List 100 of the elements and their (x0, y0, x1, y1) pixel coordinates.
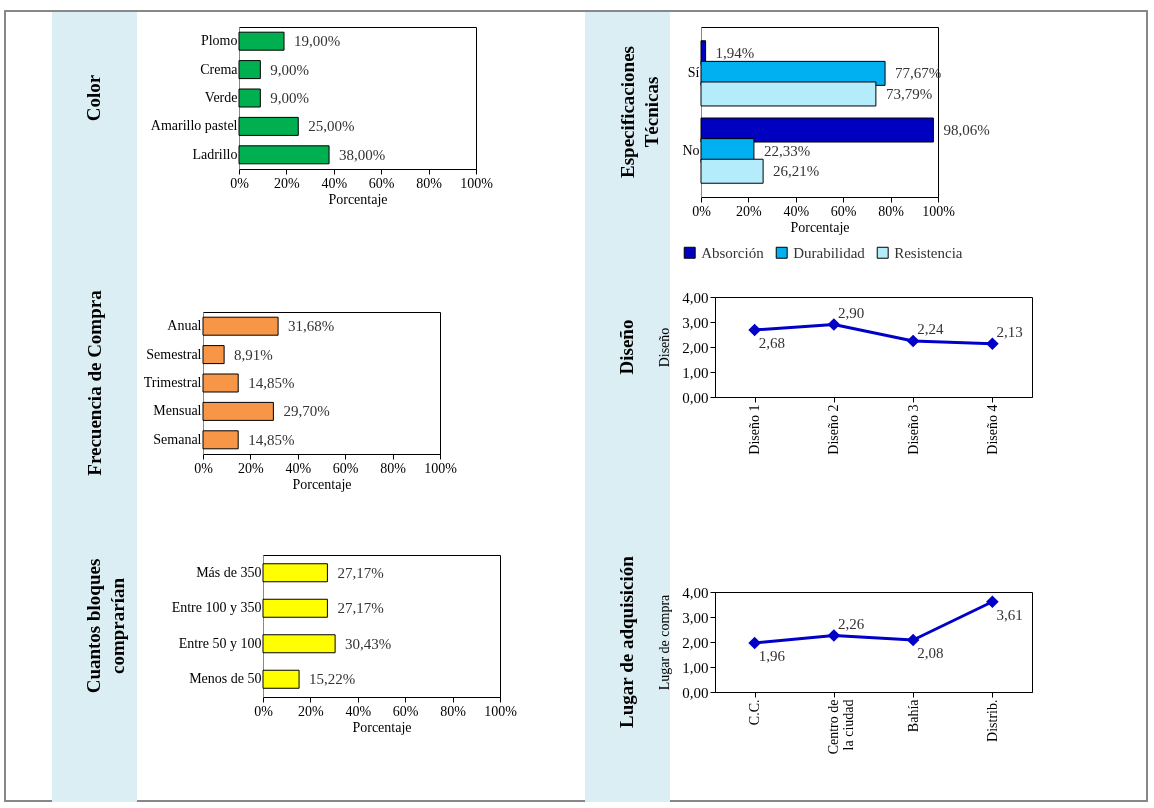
data-label: 31,68% (288, 318, 335, 335)
bar (202, 401, 274, 421)
y-tick-label: 1,00 (682, 364, 709, 381)
y-tick-label: Amarillo pastel (150, 118, 238, 134)
x-tick-label: Diseño 4 (984, 404, 1000, 455)
legend-label: Absorción (701, 244, 765, 261)
data-label: 14,85% (248, 431, 295, 448)
point (748, 323, 761, 337)
bar (262, 634, 336, 654)
x-tick-label: 80% (440, 703, 467, 719)
x-axis-title: Porcentaje (328, 191, 388, 207)
text: Frecuencia de Compra (84, 289, 105, 476)
y-tick-label: 1,00 (682, 659, 709, 676)
y-tick-label: 0,00 (682, 389, 709, 406)
y-tick-label: 3,00 (682, 609, 709, 626)
bar (262, 563, 328, 583)
y-tick-label: Mensual (153, 403, 202, 419)
y-tick-label: Entre 50 y 100 (178, 635, 262, 651)
data-label: 25,00% (308, 118, 355, 135)
y-tick-label: Anual (167, 318, 202, 334)
y-tick-label: Trimestral (143, 375, 202, 390)
y-tick-label: Sí (687, 65, 700, 81)
point (827, 318, 841, 331)
x-tick-label: Diseño 3 (905, 404, 921, 455)
y-tick-label: 0,00 (682, 684, 709, 701)
y-tick-label: 3,00 (682, 314, 709, 331)
y-tick-label: Ladrillo (192, 146, 238, 162)
y-axis-title: Diseño (656, 327, 672, 368)
x-tick-label: Centro de la ciudad (826, 699, 857, 755)
data-label: 38,00% (339, 146, 386, 163)
data-label: 1,96 (758, 648, 786, 664)
point (748, 636, 761, 650)
point (827, 629, 841, 642)
x-tick-label: 20% (238, 460, 265, 476)
x-tick-label: 60% (830, 203, 857, 219)
y-tick-label: No (682, 142, 700, 158)
x-tick-label: 100% (922, 203, 956, 219)
data-label: 2,26 (837, 615, 865, 632)
data-label: 22,33% (763, 142, 811, 159)
y-tick-label: Plomo (200, 33, 238, 49)
x-tick-label: 20% (274, 175, 301, 191)
bar (238, 88, 261, 108)
bar (202, 373, 239, 393)
x-tick-label: 20% (736, 203, 763, 219)
y-axis-title: Lugar de compra (656, 593, 672, 691)
data-label: 14,85% (248, 375, 295, 391)
y-tick-label: 4,00 (682, 289, 709, 306)
point (906, 633, 920, 647)
y-tick-label: Verde (204, 90, 238, 105)
x-tick-label: 40% (783, 203, 810, 219)
bar (262, 598, 328, 618)
text: Especificaciones Técnicas (616, 46, 662, 178)
x-tick-label: 60% (332, 460, 359, 476)
x-tick-label: 40% (321, 175, 348, 191)
data-label: 9,00% (270, 61, 310, 78)
legend-label: Durabilidad (793, 244, 866, 261)
legend-label: Resistencia (894, 244, 963, 261)
point (986, 595, 999, 609)
y-tick-label: 2,00 (682, 634, 709, 651)
bar (238, 116, 299, 136)
data-label: 27,17% (337, 600, 384, 617)
data-label: 2,08 (917, 645, 944, 661)
y-tick-label: Semestral (146, 346, 202, 362)
y-tick-label: 4,00 (682, 584, 709, 601)
data-label: 8,91% (234, 346, 273, 363)
data-label: 2,24 (917, 321, 944, 337)
x-axis-title: Porcentaje (292, 476, 352, 492)
data-label: 9,00% (270, 90, 310, 106)
x-tick-label: 20% (298, 703, 325, 719)
x-tick-label: Bahía (905, 698, 921, 733)
text: Color (83, 74, 104, 122)
data-label: 29,70% (283, 403, 330, 420)
y-tick-label: Entre 100 y 350 (171, 600, 262, 616)
x-tick-label: Diseño 1 (747, 404, 763, 455)
bar (238, 60, 261, 80)
bar (202, 430, 239, 450)
data-label: 26,21% (773, 163, 820, 180)
x-tick-label: 100% (424, 460, 458, 476)
x-tick-label: C.C. (747, 699, 763, 726)
data-label: 98,06% (943, 122, 990, 139)
bar (202, 345, 225, 365)
x-tick-label: 40% (345, 703, 372, 719)
x-tick-label: 80% (878, 203, 905, 219)
data-label: 2,68 (758, 335, 785, 351)
x-tick-label: 0% (254, 703, 274, 719)
bar (238, 145, 330, 165)
data-label: 3,61 (996, 606, 1023, 623)
x-axis-title: Porcentaje (790, 219, 850, 235)
x-tick-label: Distrib. (984, 699, 1000, 742)
point (906, 334, 920, 348)
x-tick-label: 0% (194, 460, 214, 476)
data-label: 2,13 (996, 323, 1023, 340)
bar (202, 316, 279, 336)
x-tick-label: 0% (692, 203, 712, 219)
data-label: 19,00% (294, 33, 341, 50)
data-label: 1,94% (715, 44, 755, 61)
text: Diseño (616, 319, 637, 375)
y-tick-label: Crema (200, 61, 239, 77)
x-tick-label: 40% (285, 460, 312, 476)
x-tick-label: 100% (460, 175, 494, 191)
